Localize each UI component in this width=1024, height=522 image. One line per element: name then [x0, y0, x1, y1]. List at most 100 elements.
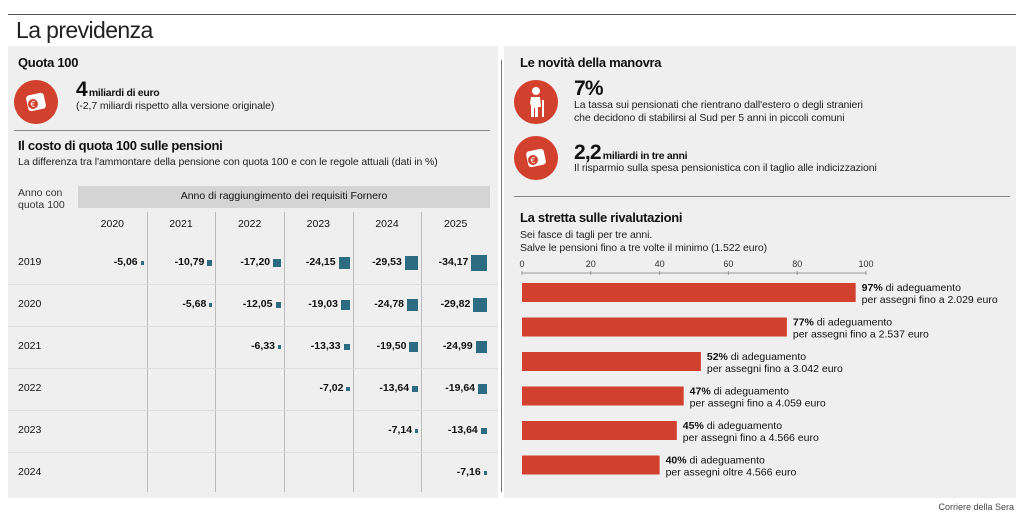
column-year-header: 2025 — [443, 218, 468, 230]
bar-label-text: di adeguamento — [883, 282, 961, 294]
bar-label-line1: 40% di adeguamento — [666, 455, 765, 467]
cell-bar — [278, 345, 281, 349]
vertical-divider — [501, 60, 502, 492]
novita-saving-number: 2,2 — [574, 141, 602, 164]
column-separator — [146, 212, 148, 492]
bar-label-line2: per assegni fino a 4.059 euro — [690, 398, 826, 410]
novita-heading: Le novità della manovra — [520, 55, 662, 70]
cell-value: -7,02 — [319, 382, 344, 394]
svg-text:€: € — [30, 100, 35, 109]
bar-percent: 45% — [683, 420, 705, 432]
cell-bar — [407, 298, 419, 311]
row-separator — [8, 326, 498, 327]
bar-percent: 77% — [793, 317, 815, 329]
bar-label-line2: per assegni oltre 4.566 euro — [666, 467, 797, 479]
bar — [522, 317, 787, 337]
bar-label-line1: 97% di adeguamento — [862, 282, 961, 294]
svg-text:€: € — [530, 156, 535, 165]
left-panel — [8, 46, 498, 498]
cell-value: -10,79 — [174, 256, 205, 268]
cell-bar — [412, 385, 419, 393]
row-year-label: 2024 — [18, 466, 42, 478]
cell-value: -19,03 — [308, 298, 338, 310]
novita-saving-amount: 2,2 miliardi in tre anni — [574, 141, 688, 165]
section-divider — [514, 196, 1010, 197]
stretta-subtitle-1: Sei fasce di tagli per tre anni. — [520, 229, 653, 241]
bar-label-text: di adeguamento — [728, 351, 806, 363]
bar — [522, 455, 660, 475]
cell-value: -12,05 — [242, 298, 273, 310]
bar-percent: 47% — [690, 386, 712, 398]
cell-value: -5,06 — [113, 256, 138, 268]
bar-percent: 97% — [862, 282, 884, 294]
column-year-header: 2022 — [237, 218, 262, 230]
bar-label-line1: 47% di adeguamento — [690, 386, 789, 398]
x-tick-label: 100 — [858, 259, 873, 269]
costo-heading: Il costo di quota 100 sulle pensioni — [18, 138, 223, 153]
table-header-band — [78, 186, 490, 208]
novita-saving-unit: miliardi in tre anni — [602, 150, 688, 162]
cell-bar — [343, 343, 350, 351]
table-row-header-label: Anno con quota 100 — [18, 187, 65, 211]
cell-value: -19,50 — [376, 340, 407, 352]
cell-value: -29,82 — [440, 298, 471, 310]
column-year-header: 2021 — [169, 218, 193, 230]
cell-bar — [483, 471, 487, 475]
section-divider — [14, 130, 490, 131]
bar — [522, 421, 677, 440]
column-year-header: 2023 — [306, 218, 330, 230]
cell-bar — [473, 297, 487, 313]
cell-bar — [415, 429, 419, 433]
bar — [522, 352, 701, 371]
cell-value: -5,68 — [182, 298, 207, 310]
cell-bar — [140, 261, 144, 265]
cell-bar — [409, 342, 419, 352]
row-year-label: 2019 — [18, 256, 42, 268]
money-bag-icon: € — [514, 136, 558, 180]
cell-value: -17,20 — [240, 256, 271, 268]
cell-value: -7,16 — [456, 466, 481, 478]
x-tick-label: 20 — [586, 259, 596, 269]
row-year-label: 2021 — [18, 340, 42, 352]
row-year-label: 2023 — [18, 424, 42, 436]
column-year-header: 2020 — [100, 218, 124, 230]
cell-value: -24,99 — [442, 340, 473, 352]
bar-label-text: di adeguamento — [687, 455, 765, 467]
cell-bar — [338, 257, 350, 269]
cell-bar — [275, 302, 281, 308]
top-rule — [8, 14, 1016, 15]
cell-value: -6,33 — [251, 340, 275, 352]
bar-label-line1: 52% di adeguamento — [707, 351, 806, 363]
row-year-label: 2022 — [18, 382, 42, 394]
cell-value: -19,64 — [445, 382, 476, 394]
bar — [522, 386, 684, 406]
novita-tax-number: 7% — [574, 77, 604, 100]
bar-percent: 40% — [666, 455, 688, 467]
cell-value: -29,53 — [372, 256, 402, 268]
novita-tax-text-2: che decidono di stabilirsi al Sud per 5 … — [574, 112, 845, 124]
cell-value: -24,15 — [305, 256, 336, 268]
bar-label-text: di adeguamento — [814, 317, 892, 329]
bar-label-line1: 45% di adeguamento — [683, 420, 782, 432]
row-separator — [8, 368, 498, 369]
cell-value: -13,64 — [448, 424, 478, 436]
stretta-heading: La stretta sulle rivalutazioni — [520, 210, 683, 225]
cell-bar — [273, 258, 281, 268]
bar-label-line2: per assegni fino a 3.042 euro — [707, 363, 843, 375]
bar-label-line2: per assegni fino a 2.537 euro — [793, 329, 929, 341]
quota100-amount: 4 miliardi di euro — [76, 78, 160, 102]
bar — [522, 283, 856, 302]
stretta-subtitle-2: Salve le pensioni fino a tre volte il mi… — [520, 242, 768, 254]
credit: Corriere della Sera — [938, 502, 1014, 512]
table-col-header-label: Anno di raggiungimento dei requisiti For… — [180, 190, 388, 202]
cell-bar — [404, 255, 419, 271]
column-separator — [284, 212, 285, 492]
costo-subtitle: La differenza tra l'ammontare della pens… — [18, 156, 438, 168]
cell-bar — [340, 300, 350, 310]
bar-label-text: di adeguamento — [704, 420, 782, 432]
bar-label-line1: 77% di adeguamento — [793, 317, 892, 329]
bar-label-line2: per assegni fino a 4.566 euro — [683, 432, 819, 444]
cell-value: -34,17 — [438, 256, 469, 268]
x-tick-label: 80 — [792, 259, 802, 269]
